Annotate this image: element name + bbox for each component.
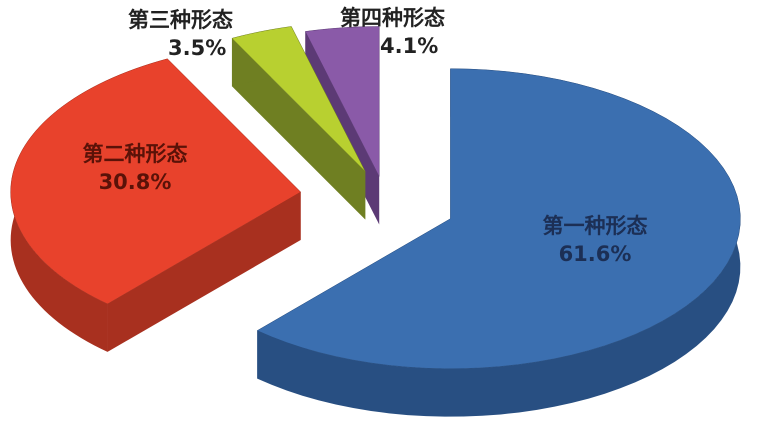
slice-value-3: 3.5% bbox=[168, 36, 227, 60]
slice-label-2: 第二种形态 30.8% bbox=[50, 140, 220, 196]
slice-value-1: 61.6% bbox=[558, 242, 632, 266]
slice-label-3: 第三种形态 3.5% bbox=[128, 6, 288, 62]
slice-3-radial-wall bbox=[231, 38, 366, 220]
slice-2-top bbox=[10, 58, 302, 305]
slice-value-4: 4.1% bbox=[380, 34, 439, 58]
slice-3-top bbox=[231, 26, 366, 172]
slice-name-2: 第二种形态 bbox=[82, 142, 188, 166]
slice-label-4: 第四种形态 4.1% bbox=[340, 4, 500, 60]
slice-4-top bbox=[304, 26, 380, 177]
slice-1-top bbox=[256, 68, 741, 369]
slice-2-radial-wall bbox=[107, 192, 301, 352]
slice-value-2: 30.8% bbox=[98, 170, 172, 194]
slice-name-3: 第三种形态 bbox=[128, 8, 233, 32]
slice-name-4: 第四种形态 bbox=[340, 6, 445, 30]
slice-1-outer-wall bbox=[257, 68, 741, 417]
slice-name-1: 第一种形态 bbox=[542, 214, 648, 238]
slice-label-1: 第一种形态 61.6% bbox=[500, 212, 690, 268]
